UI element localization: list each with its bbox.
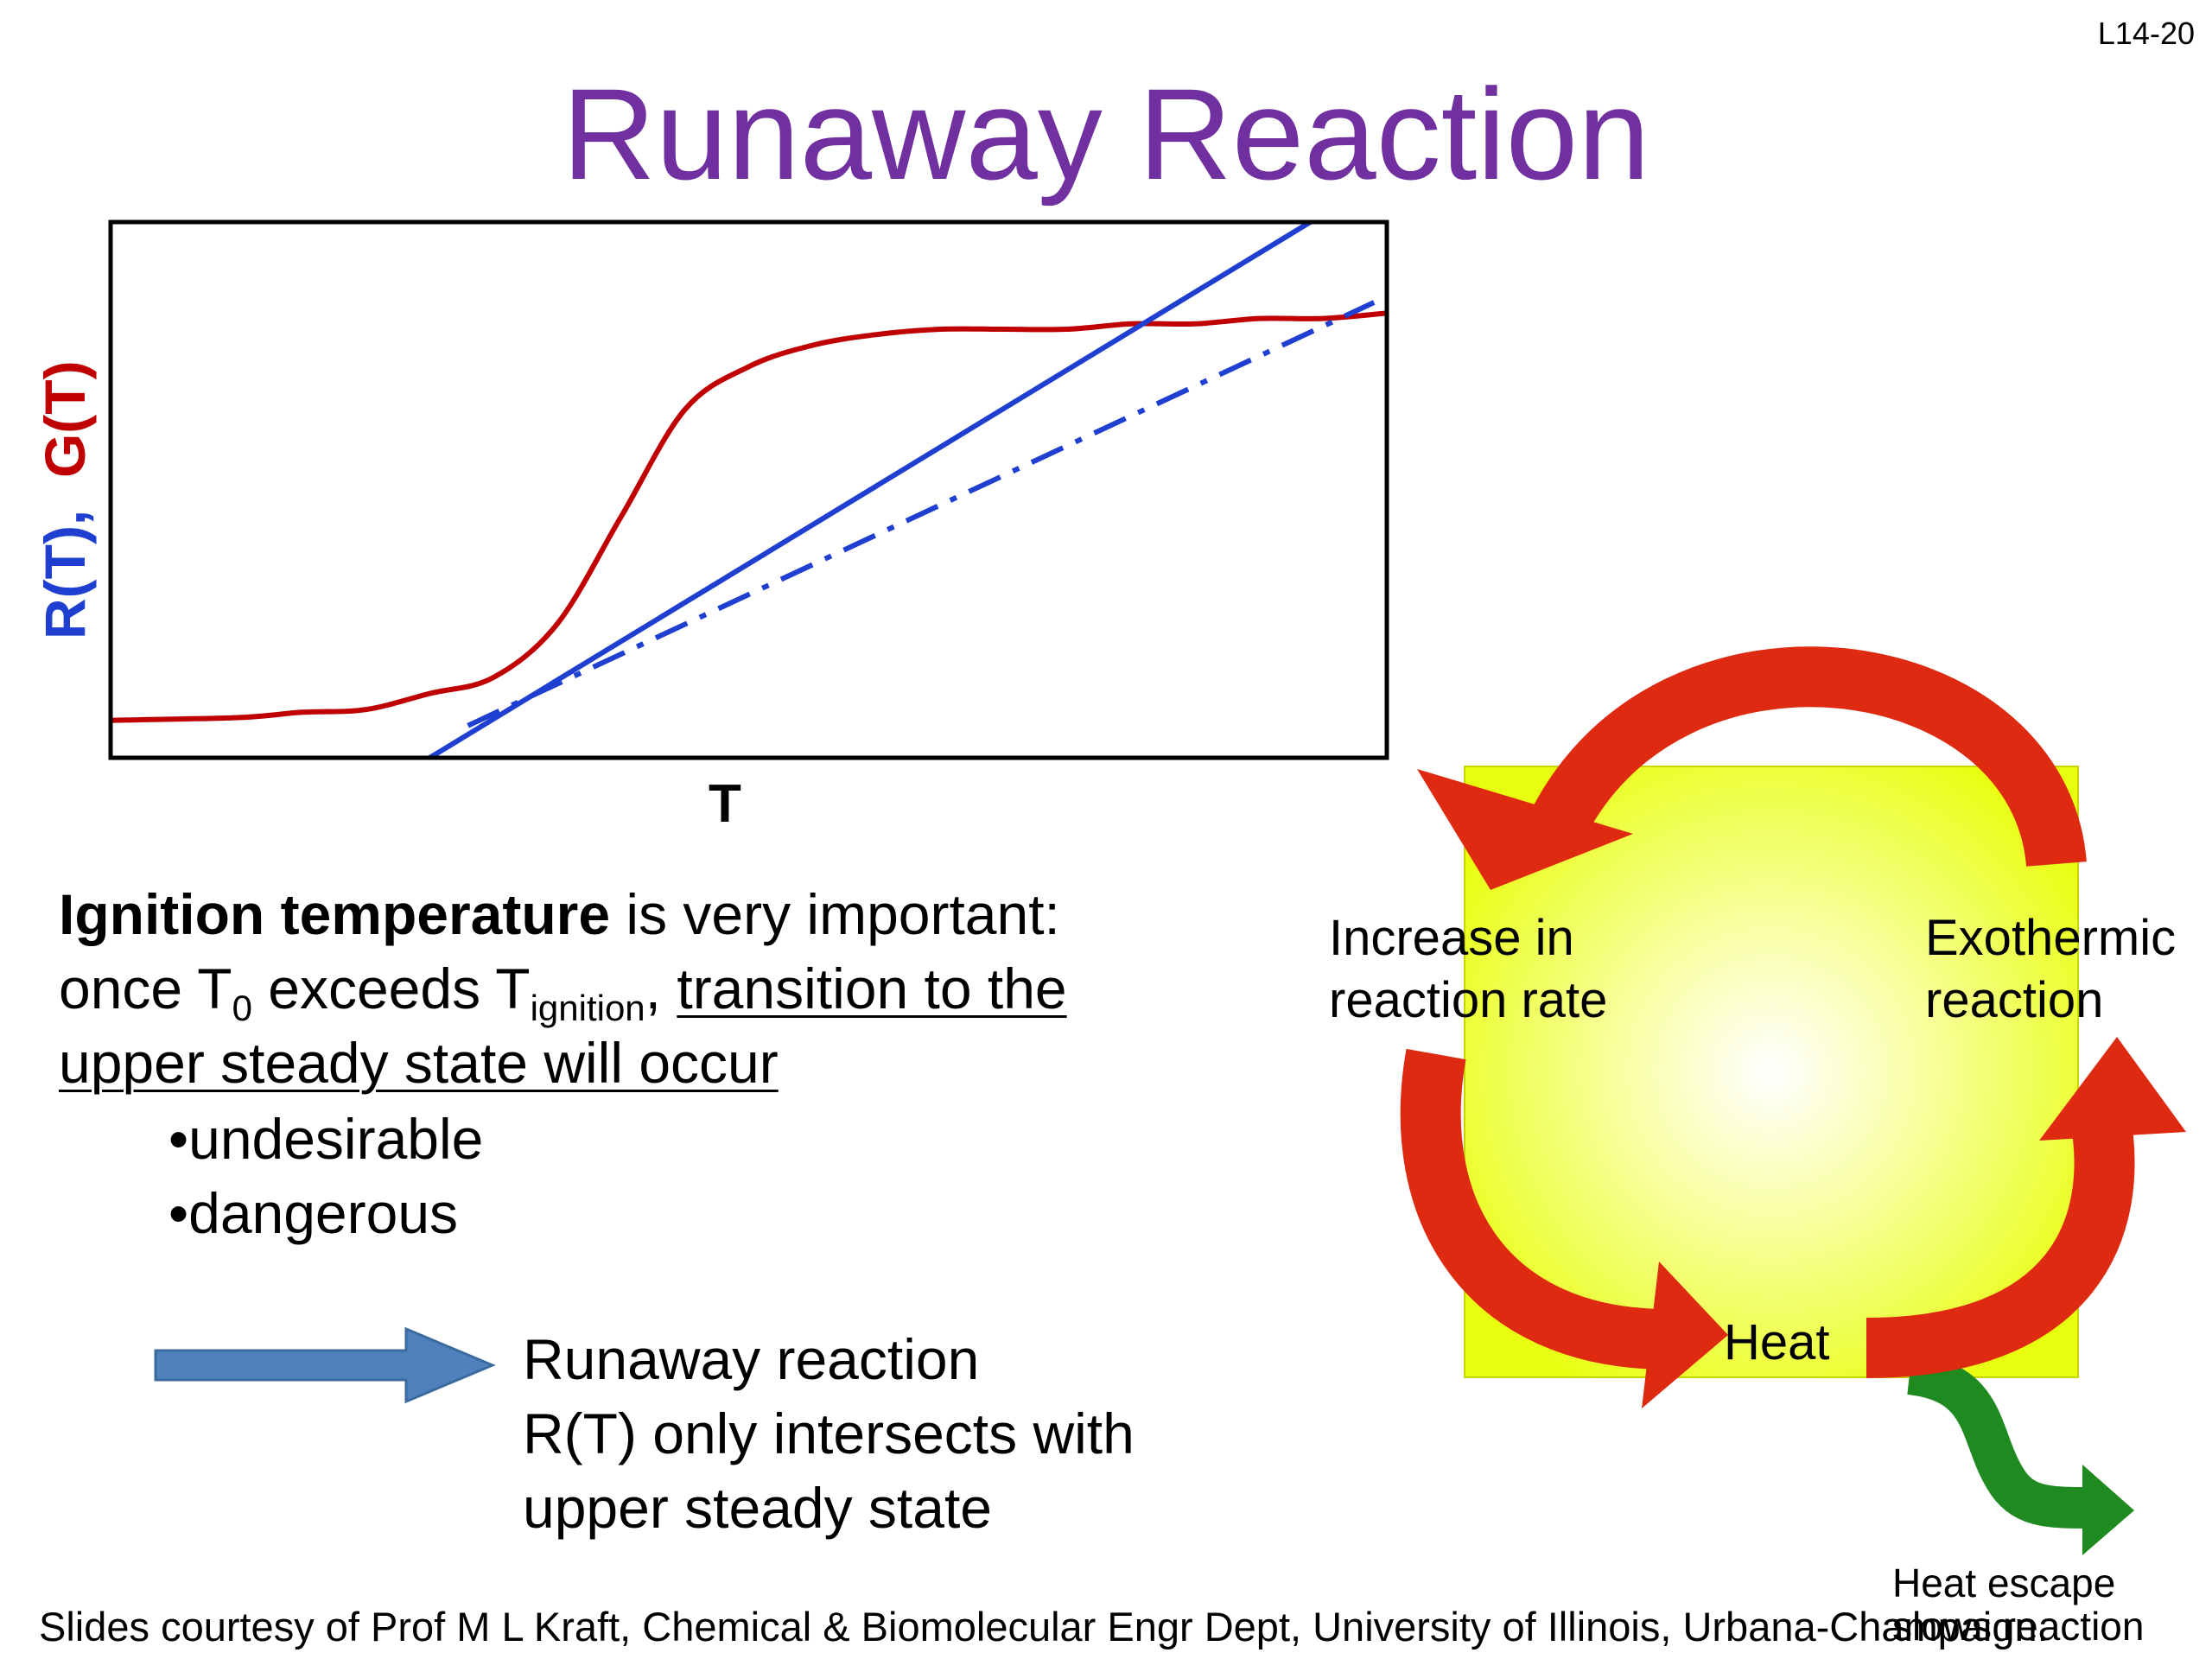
- underlined-steady-state: upper steady state will occur: [59, 1031, 779, 1095]
- exothermic-line-1: Exothermic: [1925, 910, 2177, 966]
- slide-title: Runaway Reaction: [562, 61, 1650, 207]
- runaway-line-2: R(T) only intersects with: [523, 1402, 1135, 1465]
- slide-number: L14-20: [2097, 16, 2195, 51]
- right-arrow-icon: [154, 1326, 496, 1404]
- underlined-transition: transition to the: [677, 957, 1067, 1020]
- increase-rate-label: Increase in reaction rate: [1329, 907, 1607, 1032]
- para-once: once T: [59, 957, 232, 1020]
- left-cycle-arrow-icon: [1400, 1048, 1728, 1408]
- para-line1-rest: is very important:: [610, 882, 1060, 946]
- y-axis-label-rt: R(T),: [33, 509, 97, 639]
- consequence-list: undesirable dangerous: [168, 1102, 483, 1250]
- exothermic-line-2: reaction: [1925, 972, 2104, 1028]
- right-cycle-arrow-icon: [1866, 1037, 2186, 1378]
- runaway-cycle-diagram: [1400, 646, 2186, 1555]
- series-line-1: [111, 310, 1387, 723]
- heat-box: [1464, 766, 2079, 1378]
- ignition-paragraph: Ignition temperature is very important: …: [59, 877, 1312, 1100]
- increase-line-2: reaction rate: [1329, 972, 1608, 1028]
- y-axis-label-gt: G(T): [33, 360, 97, 479]
- runaway-line-1: Runaway reaction: [523, 1327, 980, 1391]
- footer-credit: Slides courtesy of Prof M L Kraft, Chemi…: [39, 1604, 2049, 1649]
- heat-label: Heat: [1724, 1314, 1830, 1370]
- heat-escape-arrow-icon: [1906, 1353, 2134, 1555]
- series-line-3: [467, 300, 1376, 728]
- slows-reaction-label: slows reaction: [1892, 1604, 2145, 1649]
- exothermic-label: Exothermic reaction: [1925, 907, 2176, 1032]
- top-cycle-arrow-icon: [1417, 646, 2087, 890]
- x-axis-label: T: [709, 774, 741, 834]
- para-comma: ,: [645, 957, 677, 1020]
- sub-ignition: ignition: [530, 988, 645, 1028]
- heat-escape-label: Heat escape: [1892, 1560, 2116, 1605]
- ignition-term: Ignition temperature: [59, 882, 611, 946]
- runaway-line-3: upper steady state: [523, 1476, 993, 1540]
- plot-frame: [108, 219, 1389, 760]
- y-axis-label: R(T), G(T): [33, 346, 97, 639]
- para-exceeds: exceeds T: [251, 957, 531, 1020]
- runaway-explanation: Runaway reaction R(T) only intersects wi…: [523, 1322, 1135, 1545]
- increase-line-1: Increase in: [1329, 910, 1574, 966]
- bullet-dangerous: dangerous: [168, 1176, 483, 1250]
- series-line-2: [428, 222, 1312, 758]
- bullet-undesirable: undesirable: [168, 1102, 483, 1176]
- sub-zero: 0: [232, 988, 252, 1028]
